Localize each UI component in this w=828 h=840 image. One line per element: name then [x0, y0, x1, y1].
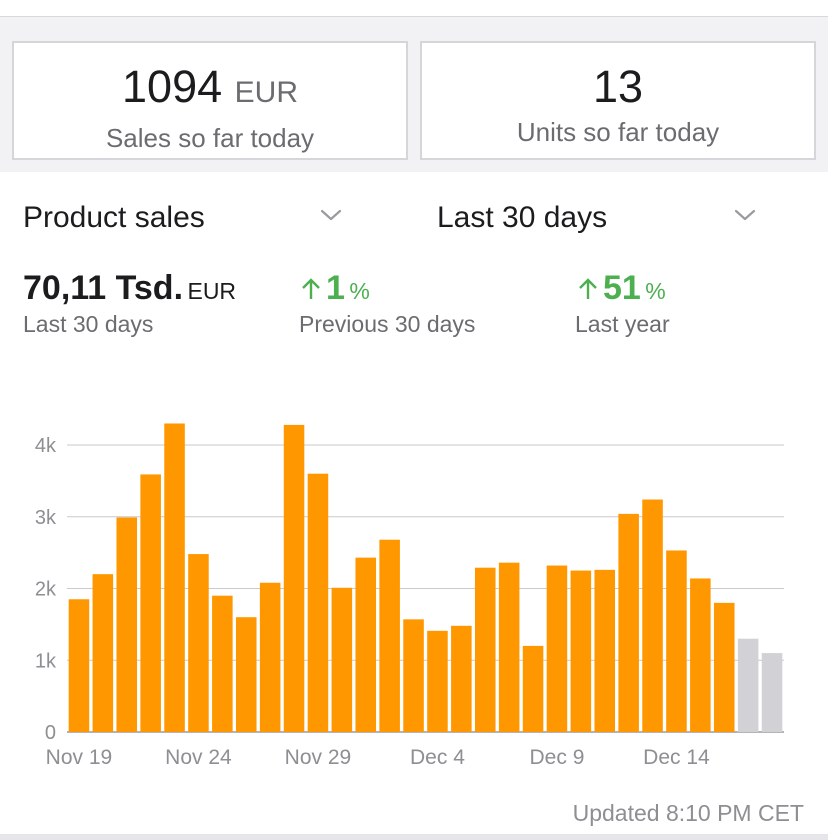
bar[interactable] — [522, 645, 544, 732]
bar[interactable] — [427, 630, 448, 732]
units-today-value: 13 — [592, 61, 644, 112]
sales-panel: Product sales Last 30 days 70,11 Tsd. EU… — [0, 172, 828, 834]
sales-today-value: 1094 — [122, 61, 223, 112]
total-sales-value: 70,11 Tsd. EUR — [23, 268, 236, 315]
y-tick-label: 4k — [35, 435, 57, 457]
sales-bar-chart[interactable]: 0 1k 2k 3k 4k Nov 19 Nov 24 Nov 29 Dec 4 Dec 9 Dec… — [0, 172, 828, 792]
sales-today-value-row: 1094 EUR — [14, 63, 406, 117]
bar[interactable] — [570, 570, 592, 732]
total-sales-unit: EUR — [187, 278, 237, 304]
bottom-divider — [0, 834, 828, 840]
previous-period-change: 1 % — [300, 268, 370, 315]
period-dropdown[interactable]: Last 30 days — [437, 201, 608, 234]
bar[interactable] — [116, 517, 138, 732]
bar[interactable] — [235, 617, 257, 732]
x-tick-label: Nov 24 — [165, 746, 232, 769]
x-tick-label: Dec 9 — [530, 746, 585, 769]
bar[interactable] — [498, 562, 520, 732]
y-tick-label: 0 — [45, 722, 56, 744]
units-today-card[interactable]: 13 Units so far today — [420, 41, 816, 160]
bar[interactable] — [474, 567, 496, 732]
bar[interactable] — [594, 569, 616, 732]
bar[interactable] — [140, 474, 161, 732]
bar[interactable] — [331, 587, 353, 732]
previous-period-number: 1 — [326, 269, 345, 307]
bar[interactable] — [737, 638, 759, 732]
bar[interactable] — [164, 423, 185, 732]
arrow-up-icon — [579, 278, 597, 299]
last-year-number: 51 — [603, 269, 641, 307]
bar[interactable] — [451, 625, 472, 732]
arrow-up-icon — [302, 278, 320, 299]
bar[interactable] — [307, 473, 329, 732]
chevron-down-icon[interactable] — [319, 206, 343, 224]
last-year-label: Last year — [575, 311, 670, 337]
y-tick-label: 3k — [35, 507, 57, 529]
bar[interactable] — [188, 554, 209, 732]
updated-timestamp: Updated 8:10 PM CET — [572, 800, 804, 826]
units-today-label: Units so far today — [516, 117, 720, 147]
bar[interactable] — [259, 582, 281, 732]
bar[interactable] — [690, 578, 711, 732]
y-tick-label: 1k — [35, 650, 57, 672]
last-year-unit: % — [645, 278, 666, 304]
total-sales-number: 70,11 Tsd. — [23, 269, 184, 307]
x-tick-label: Dec 14 — [643, 746, 710, 769]
last-year-change: 51 % — [577, 268, 666, 315]
previous-period-label: Previous 30 days — [299, 311, 476, 337]
bar[interactable] — [713, 602, 735, 732]
bar[interactable] — [403, 619, 424, 732]
bar[interactable] — [283, 424, 305, 732]
total-sales-label: Last 30 days — [23, 311, 154, 337]
bar[interactable] — [618, 513, 639, 732]
metric-dropdown[interactable]: Product sales — [23, 201, 205, 234]
y-tick-label: 2k — [35, 579, 57, 601]
bar[interactable] — [761, 653, 783, 732]
bar[interactable] — [212, 595, 233, 732]
bar[interactable] — [379, 539, 400, 732]
sales-today-card[interactable]: 1094 EUR Sales so far today — [12, 41, 408, 160]
x-tick-label: Nov 29 — [285, 746, 352, 769]
bar[interactable] — [92, 574, 114, 732]
bar[interactable] — [355, 557, 377, 732]
x-tick-label: Dec 4 — [410, 746, 465, 769]
previous-period-unit: % — [349, 278, 370, 304]
top-divider — [0, 0, 828, 17]
chevron-down-icon[interactable] — [733, 206, 757, 224]
sales-today-label: Sales so far today — [105, 123, 315, 153]
bar[interactable] — [642, 499, 663, 732]
bar[interactable] — [666, 550, 687, 732]
bar[interactable] — [546, 565, 568, 732]
sales-today-unit: EUR — [234, 76, 298, 109]
x-tick-label: Nov 19 — [46, 746, 113, 769]
bar[interactable] — [68, 599, 90, 732]
